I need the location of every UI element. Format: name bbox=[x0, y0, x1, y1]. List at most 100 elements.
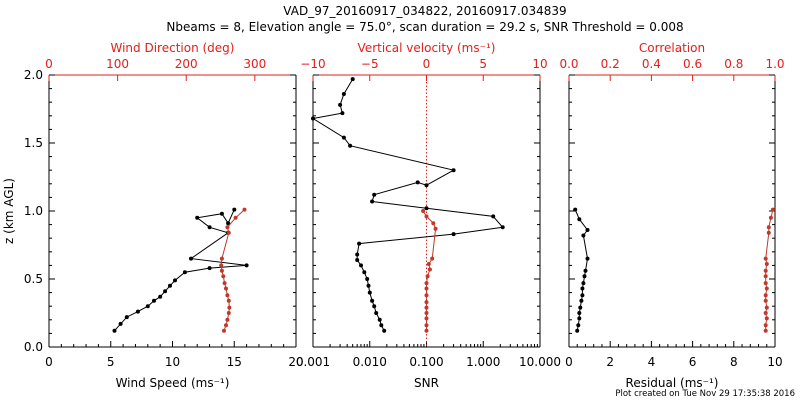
series-top-point bbox=[225, 317, 230, 322]
series-bottom-point bbox=[372, 304, 377, 309]
series-bottom-point bbox=[355, 258, 360, 262]
x-tick-label: 15 bbox=[227, 355, 242, 369]
series-top-point bbox=[766, 225, 771, 230]
x-tick-label: 0 bbox=[45, 355, 53, 369]
series-bottom-point bbox=[573, 207, 578, 212]
series-bottom-point bbox=[124, 315, 129, 320]
y-axis-label: z (km AGL) bbox=[2, 178, 16, 244]
series-bottom-point bbox=[577, 316, 582, 321]
figure-subtitle: Nbeams = 8, Elevation angle = 75.0°, sca… bbox=[166, 20, 683, 34]
series-top-point bbox=[225, 225, 230, 230]
series-top-point bbox=[764, 262, 769, 266]
top-tick-label: 0.8 bbox=[724, 57, 743, 71]
series-bottom-point bbox=[583, 268, 588, 273]
series-bottom-point bbox=[348, 143, 353, 148]
series-bottom-point bbox=[580, 286, 585, 291]
series-bottom-point bbox=[362, 270, 367, 275]
series-bottom-point bbox=[145, 304, 150, 309]
x-tick-label: 20 bbox=[288, 355, 303, 369]
x-tick-label: 1.000 bbox=[466, 355, 500, 369]
series-bottom-point bbox=[582, 274, 587, 279]
series-bottom-point bbox=[379, 323, 384, 328]
series-bottom-point bbox=[575, 328, 580, 333]
x-tick-label: 10 bbox=[165, 355, 180, 369]
top-tick-label: 10 bbox=[532, 57, 547, 71]
x-tick-label: 0 bbox=[565, 355, 573, 369]
series-bottom-point bbox=[163, 289, 168, 294]
series-top-point bbox=[424, 281, 429, 286]
series-bottom-point bbox=[577, 217, 582, 222]
series-bottom-point bbox=[377, 317, 382, 322]
series-bottom-point bbox=[118, 321, 123, 326]
x-tick-label: 0.100 bbox=[409, 355, 443, 369]
y-tick-label: 1.5 bbox=[24, 136, 43, 150]
series-top-point bbox=[242, 207, 247, 212]
x-tick-label: 10.000 bbox=[519, 355, 561, 369]
series-top-point bbox=[424, 323, 429, 328]
x-tick-label: 6 bbox=[689, 355, 697, 369]
series-top-point bbox=[770, 207, 775, 212]
series-bottom-point bbox=[451, 168, 456, 173]
series-bottom-point bbox=[577, 311, 582, 315]
series-top-line bbox=[220, 209, 245, 331]
series-top-point bbox=[763, 256, 768, 261]
series-top-point bbox=[219, 268, 224, 273]
series-bottom-point bbox=[173, 278, 177, 283]
top-tick-label: 200 bbox=[175, 57, 198, 71]
series-top-point bbox=[430, 256, 435, 261]
top-tick-label: 5 bbox=[479, 57, 487, 71]
series-top-point bbox=[763, 328, 768, 333]
series-bottom-point bbox=[366, 283, 371, 288]
series-bottom-point bbox=[576, 323, 581, 328]
series-bottom-point bbox=[365, 277, 370, 281]
series-bottom-point bbox=[112, 328, 117, 333]
series-bottom-point bbox=[232, 207, 237, 212]
top-tick-label: −5 bbox=[361, 57, 379, 71]
top-tick-label: 300 bbox=[243, 57, 266, 71]
series-bottom-point bbox=[152, 298, 156, 303]
series-bottom-point bbox=[374, 311, 379, 315]
top-tick-label: 0.2 bbox=[601, 57, 620, 71]
series-top-point bbox=[224, 286, 228, 291]
series-top-point bbox=[763, 293, 768, 298]
series-top-point bbox=[421, 209, 426, 213]
series-bottom-point bbox=[226, 221, 231, 226]
series-top-point bbox=[763, 323, 768, 328]
top-axis-label: Correlation bbox=[639, 41, 705, 55]
series-bottom-point bbox=[182, 270, 187, 275]
series-top-point bbox=[764, 316, 769, 321]
series-bottom-point bbox=[168, 283, 172, 288]
x-tick-label: 5 bbox=[107, 355, 115, 369]
top-axis-label: Wind Direction (deg) bbox=[111, 41, 235, 55]
x-axis-label: SNR bbox=[414, 376, 439, 390]
series-top-point bbox=[763, 281, 768, 286]
top-axis-label: Vertical velocity (ms⁻¹) bbox=[358, 41, 496, 55]
series-top-point bbox=[424, 311, 429, 315]
top-tick-label: 0.0 bbox=[559, 57, 578, 71]
series-top-point bbox=[427, 267, 432, 272]
series-bottom-line bbox=[574, 209, 589, 331]
series-top-point bbox=[425, 274, 430, 279]
series-bottom-point bbox=[158, 294, 163, 299]
series-top-point bbox=[226, 298, 231, 303]
footer-timestamp: Plot created on Tue Nov 29 17:35:38 2016 bbox=[615, 389, 795, 399]
x-tick-label: 4 bbox=[648, 355, 656, 369]
series-bottom-point bbox=[195, 215, 200, 220]
series-bottom-point bbox=[207, 225, 212, 230]
series-bottom-point bbox=[207, 266, 212, 271]
series-bottom-point bbox=[578, 305, 583, 310]
series-top-point bbox=[764, 305, 769, 310]
series-bottom-point bbox=[340, 111, 345, 116]
series-bottom-point bbox=[219, 211, 224, 216]
series-top-point bbox=[763, 274, 768, 279]
series-bottom-point bbox=[580, 293, 585, 298]
series-bottom-point bbox=[581, 233, 586, 238]
figure-title: VAD_97_20160917_034822, 20160917.034839 bbox=[283, 4, 566, 18]
panel-corr: 0 2 4 6 8 10 Residual (ms⁻¹) 0.0 0.2 0.4 0.6 0.8 1.0… bbox=[559, 41, 784, 390]
x-axis-label: Wind Speed (ms⁻¹) bbox=[116, 376, 230, 390]
series-bottom-point bbox=[451, 232, 456, 237]
top-tick-label: 0.4 bbox=[642, 57, 661, 71]
series-bottom-point bbox=[341, 135, 346, 140]
